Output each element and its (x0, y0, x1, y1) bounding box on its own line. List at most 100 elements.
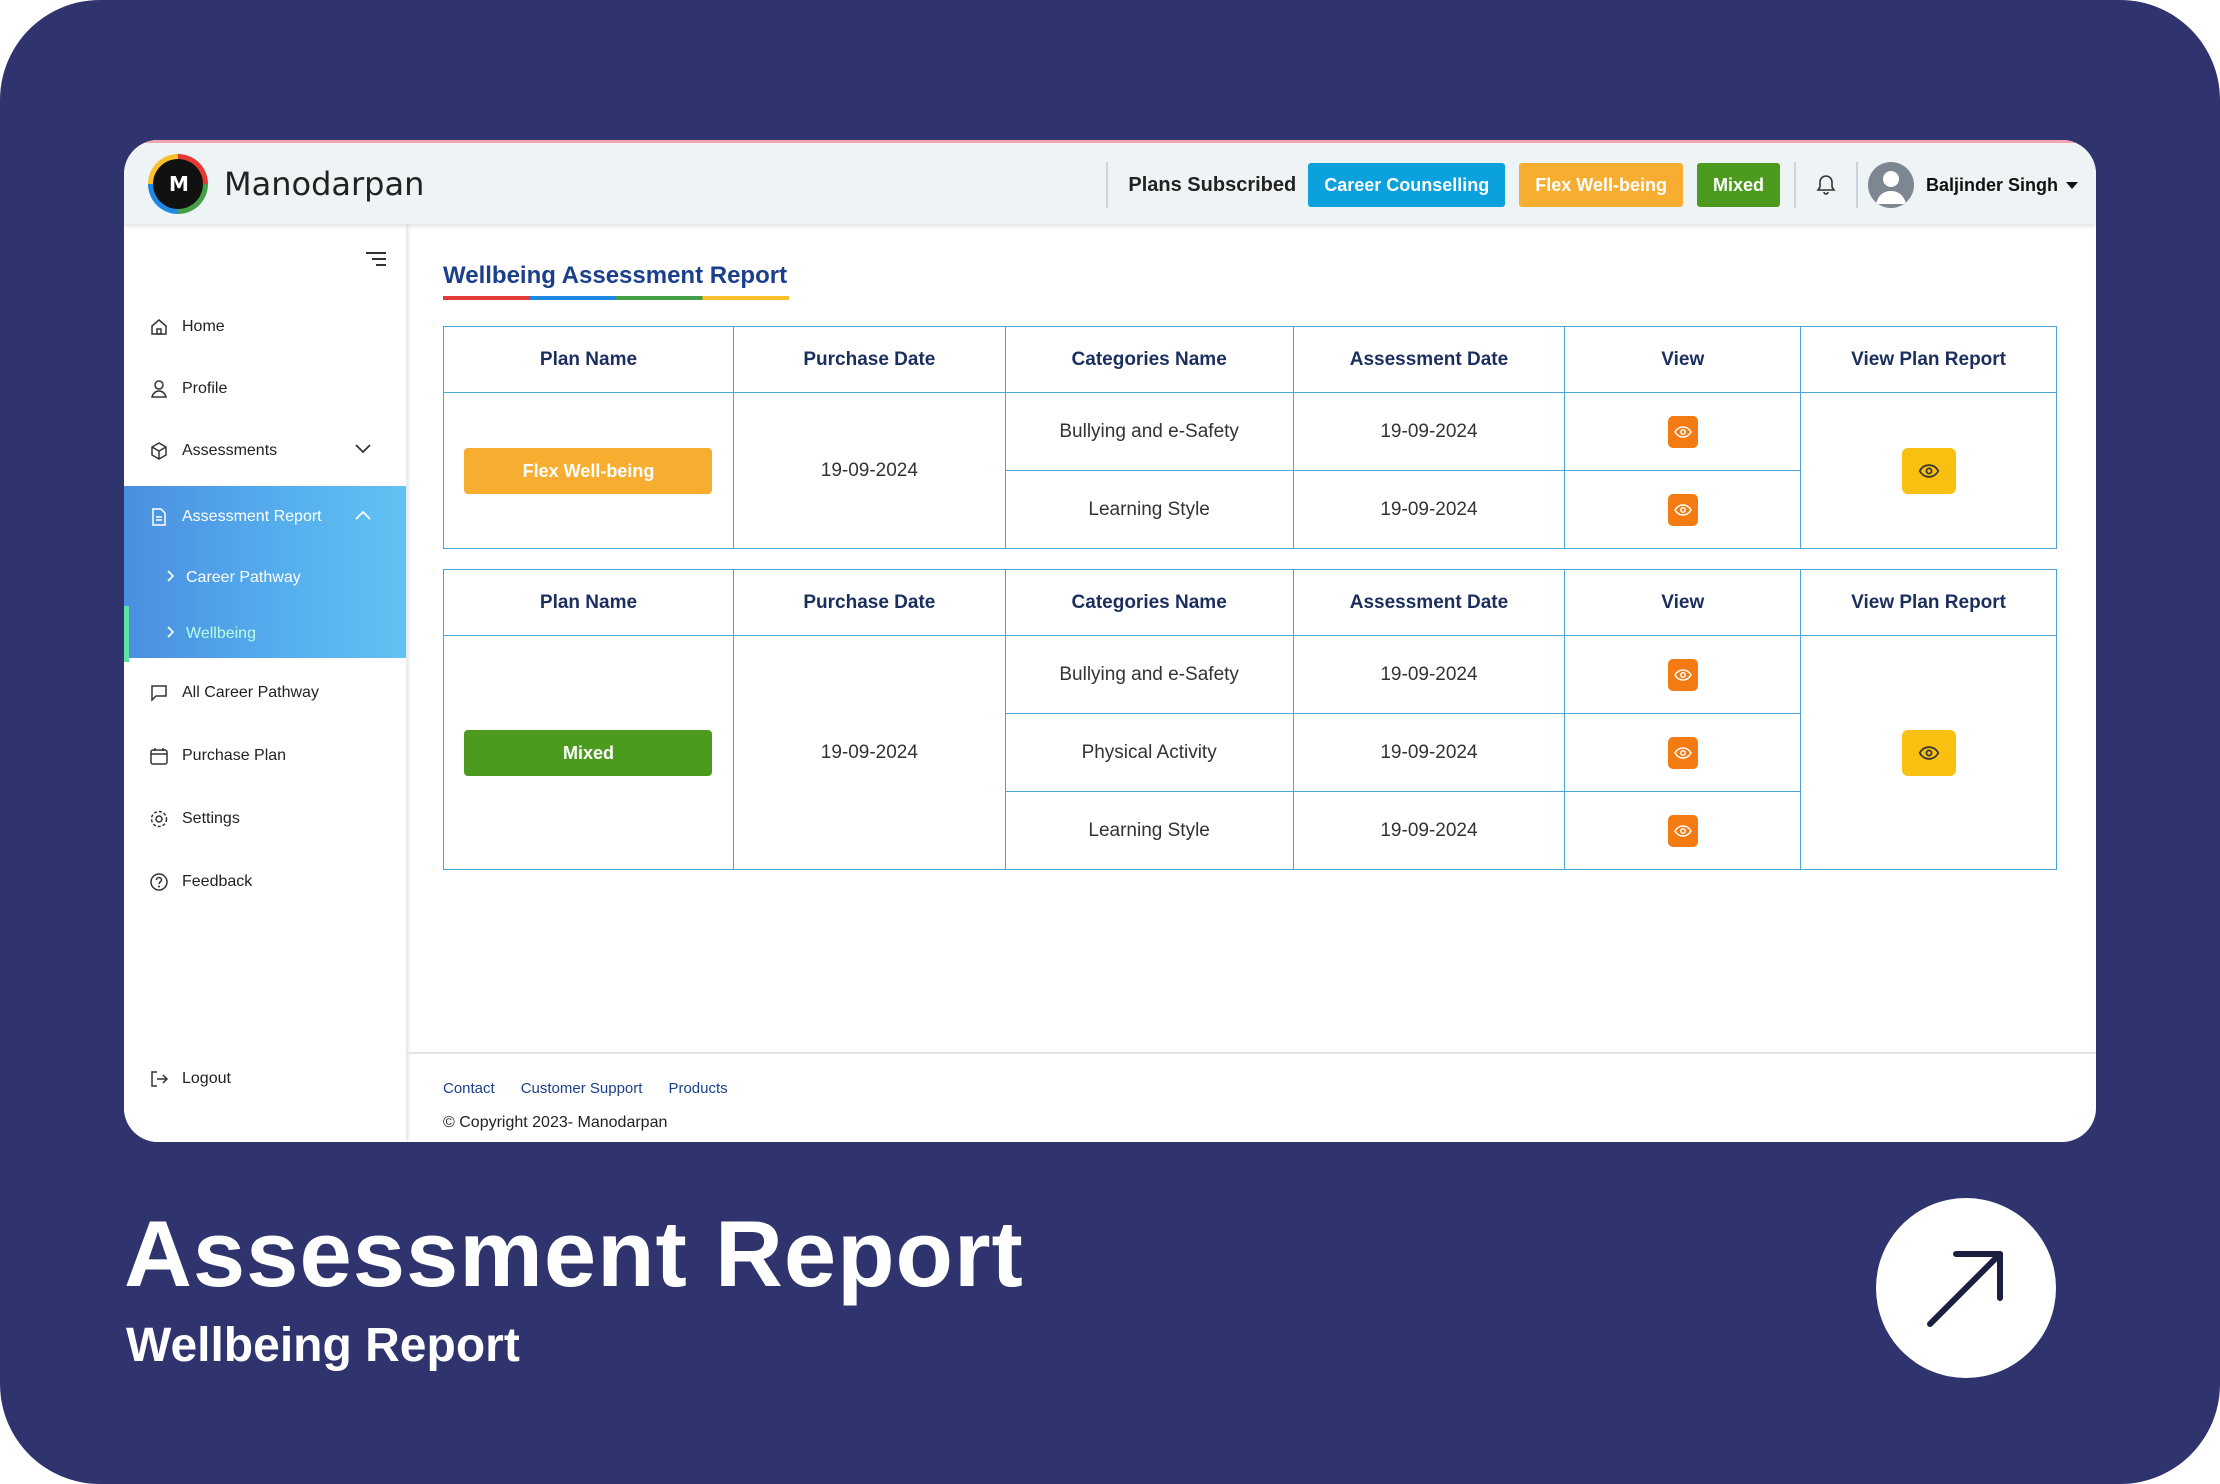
logo-mark: M (153, 158, 203, 209)
assessment-date-cell: 19-09-2024 (1292, 713, 1566, 792)
column-header: Purchase Date (732, 569, 1006, 636)
view-eye-button[interactable] (1667, 814, 1698, 847)
footer-links: Contact Customer Support Products (443, 1080, 728, 1097)
logout-icon (148, 1068, 170, 1090)
footer-link-customer-support[interactable]: Customer Support (520, 1080, 643, 1097)
eye-icon (1918, 745, 1939, 760)
report-table-mixed: Plan Name Purchase Date Categories Name … (443, 569, 2057, 870)
sidebar-subitem-label: Career Pathway (186, 569, 301, 586)
column-header: View Plan Report (1800, 326, 2057, 393)
brand-logo[interactable]: M Manodarpan (148, 153, 425, 214)
view-plan-report-cell (1800, 635, 2057, 870)
view-plan-report-button[interactable] (1901, 447, 1956, 494)
plan-badge-mixed[interactable]: Mixed (464, 729, 713, 776)
column-header: Plan Name (443, 326, 734, 393)
footer-link-contact[interactable]: Contact (443, 1080, 495, 1097)
title-underline (443, 296, 789, 300)
column-header: Assessment Date (1292, 569, 1566, 636)
plan-name-cell: Mixed (443, 635, 734, 870)
table-header-row: Plan Name Purchase Date Categories Name … (443, 569, 2057, 636)
category-cell: Learning Style (1004, 470, 1294, 549)
user-menu[interactable]: Baljinder Singh (1867, 162, 2078, 208)
plan-badge-flex-wellbeing[interactable]: Flex Well-being (464, 447, 713, 494)
eye-icon (1673, 824, 1692, 837)
column-header: View (1564, 569, 1802, 636)
category-cell: Bullying and e-Safety (1004, 392, 1294, 471)
assessment-date-cell: 19-09-2024 (1292, 635, 1566, 714)
sidebar-item-label: Purchase Plan (182, 747, 287, 764)
sidebar-item-profile[interactable]: Profile (124, 358, 406, 420)
help-icon (148, 871, 170, 893)
table-header-row: Plan Name Purchase Date Categories Name … (443, 326, 2057, 393)
plan-chip-mixed[interactable]: Mixed (1696, 163, 1780, 207)
sidebar-item-home[interactable]: Home (124, 296, 406, 358)
view-cell (1564, 470, 1802, 549)
sidebar-item-assessment-report[interactable]: Assessment Report (124, 486, 406, 548)
sidebar-subitem-label: Wellbeing (186, 625, 256, 642)
footer-divider (406, 1052, 2096, 1054)
view-eye-button[interactable] (1667, 493, 1698, 526)
logo-icon: M (148, 153, 208, 214)
column-header: Categories Name (1004, 326, 1294, 393)
bell-icon[interactable] (1796, 155, 1856, 215)
divider (1106, 162, 1109, 208)
plan-chip-career-counselling[interactable]: Career Counselling (1308, 163, 1506, 207)
sidebar-item-settings[interactable]: Settings (124, 788, 406, 850)
purchase-date-cell: 19-09-2024 (732, 635, 1006, 870)
table-row: Learning Style 19-09-2024 (444, 791, 2057, 870)
app-window: M Manodarpan Plans Subscribed Career Cou… (124, 140, 2096, 1142)
page-title: Wellbeing Assessment Report (443, 262, 788, 289)
view-eye-button[interactable] (1667, 415, 1698, 448)
chevron-right-icon (166, 625, 176, 644)
sidebar-item-label: Assessment Report (182, 508, 322, 525)
sidebar-subitem-wellbeing[interactable]: Wellbeing (124, 606, 406, 662)
view-cell (1564, 713, 1802, 792)
menu-toggle-icon[interactable] (364, 250, 388, 268)
view-eye-button[interactable] (1667, 658, 1698, 691)
chevron-up-icon[interactable] (354, 508, 372, 526)
topbar-right: Plans Subscribed Career Counselling Flex… (1106, 143, 2096, 227)
column-header: Categories Name (1004, 569, 1294, 636)
avatar (1867, 162, 1914, 208)
sidebar-item-label: All Career Pathway (182, 684, 319, 701)
sidebar-item-feedback[interactable]: Feedback (124, 851, 406, 913)
divider (1793, 162, 1796, 208)
eye-icon (1673, 746, 1692, 759)
assessment-date-cell: 19-09-2024 (1292, 470, 1566, 549)
category-cell: Physical Activity (1004, 713, 1294, 792)
assessment-report-group: Assessment Report Career Pathway Wellbei… (124, 486, 406, 662)
chevron-down-icon[interactable] (354, 442, 372, 460)
view-eye-button[interactable] (1667, 736, 1698, 769)
footer-link-products[interactable]: Products (668, 1080, 728, 1097)
user-icon (148, 378, 170, 400)
eye-icon (1673, 503, 1692, 516)
view-plan-report-button[interactable] (1901, 729, 1956, 776)
eye-icon (1673, 425, 1692, 438)
document-icon (148, 506, 170, 528)
purchase-date-cell: 19-09-2024 (732, 392, 1006, 549)
sidebar-item-assessments[interactable]: Assessments (124, 420, 406, 482)
column-header: Assessment Date (1292, 326, 1566, 393)
sidebar-item-all-career-pathway[interactable]: All Career Pathway (124, 662, 406, 724)
user-name: Baljinder Singh (1925, 174, 2058, 195)
chat-icon (148, 682, 170, 704)
box-icon (148, 440, 170, 462)
sidebar-item-label: Profile (182, 380, 228, 397)
brand-name: Manodarpan (224, 164, 425, 203)
sidebar-subitem-career-pathway[interactable]: Career Pathway (124, 550, 406, 606)
report-table-flex-wellbeing: Plan Name Purchase Date Categories Name … (443, 326, 2057, 549)
table-row: Mixed 19-09-2024 Bullying and e-Safety 1… (443, 635, 2057, 870)
sidebar-item-logout[interactable]: Logout (124, 1048, 406, 1110)
assessment-date-cell: 19-09-2024 (1292, 392, 1566, 471)
table-row: Flex Well-being 19-09-2024 Bullying and … (443, 392, 2057, 549)
copyright-text: © Copyright 2023- Manodarpan (443, 1114, 668, 1131)
caption-title: Assessment Report (124, 1201, 1024, 1306)
plan-chip-flex-wellbeing[interactable]: Flex Well-being (1519, 163, 1683, 207)
open-link-button[interactable] (1876, 1198, 2056, 1378)
sidebar-item-purchase-plan[interactable]: Purchase Plan (124, 725, 406, 787)
calendar-icon (148, 745, 170, 767)
table-row: Learning Style 19-09-2024 (444, 470, 2057, 549)
home-icon (148, 316, 170, 338)
eye-icon (1918, 463, 1939, 478)
